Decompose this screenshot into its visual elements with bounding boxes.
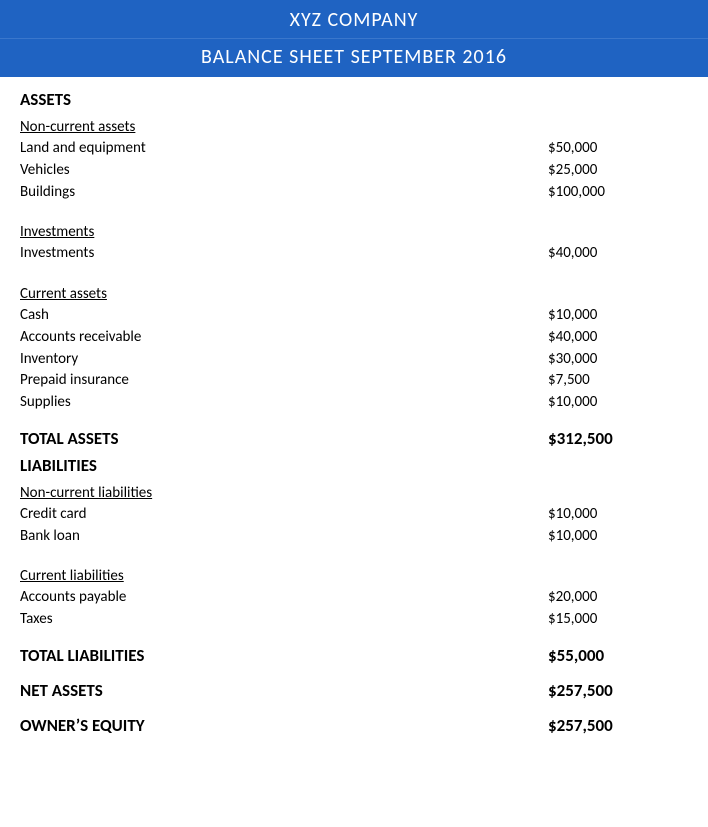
current-assets-heading: Current assets (20, 285, 688, 303)
line-value: $25,000 (548, 160, 688, 182)
total-value: $257,500 (548, 715, 688, 736)
total-label: NET ASSETS (20, 680, 548, 701)
line-value: $10,000 (548, 504, 688, 526)
total-value: $312,500 (548, 428, 688, 449)
table-row: Cash $10,000 (20, 305, 688, 327)
table-row: Inventory $30,000 (20, 349, 688, 371)
non-current-assets-heading: Non-current assets (20, 118, 688, 136)
company-name: XYZ COMPANY (0, 0, 708, 38)
line-value: $7,500 (548, 370, 688, 392)
line-label: Credit card (20, 504, 548, 526)
line-value: $10,000 (548, 526, 688, 548)
table-row: Supplies $10,000 (20, 392, 688, 414)
owners-equity-row: OWNER’S EQUITY $257,500 (20, 715, 688, 736)
table-row: Accounts payable $20,000 (20, 587, 688, 609)
current-liabilities-heading: Current liabilities (20, 567, 688, 585)
line-value: $40,000 (548, 327, 688, 349)
total-assets-row: TOTAL ASSETS $312,500 (20, 428, 688, 449)
table-row: Taxes $15,000 (20, 609, 688, 631)
line-label: Land and equipment (20, 138, 548, 160)
line-value: $30,000 (548, 349, 688, 371)
total-liabilities-row: TOTAL LIABILITIES $55,000 (20, 645, 688, 666)
table-row: Buildings $100,000 (20, 182, 688, 204)
table-row: Bank loan $10,000 (20, 526, 688, 548)
total-label: TOTAL LIABILITIES (20, 645, 548, 666)
line-label: Inventory (20, 349, 548, 371)
table-row: Accounts receivable $40,000 (20, 327, 688, 349)
line-label: Prepaid insurance (20, 370, 548, 392)
line-value: $50,000 (548, 138, 688, 160)
line-value: $40,000 (548, 243, 688, 265)
line-label: Taxes (20, 609, 548, 631)
line-value: $15,000 (548, 609, 688, 631)
line-value: $10,000 (548, 392, 688, 414)
total-value: $55,000 (548, 645, 688, 666)
table-row: Land and equipment $50,000 (20, 138, 688, 160)
line-label: Bank loan (20, 526, 548, 548)
balance-sheet-content: ASSETS Non-current assets Land and equip… (0, 77, 708, 752)
total-label: OWNER’S EQUITY (20, 715, 548, 736)
line-label: Supplies (20, 392, 548, 414)
line-label: Buildings (20, 182, 548, 204)
net-assets-row: NET ASSETS $257,500 (20, 680, 688, 701)
investments-heading: Investments (20, 223, 688, 241)
table-row: Investments $40,000 (20, 243, 688, 265)
total-label: TOTAL ASSETS (20, 428, 548, 449)
line-value: $100,000 (548, 182, 688, 204)
table-row: Credit card $10,000 (20, 504, 688, 526)
table-row: Vehicles $25,000 (20, 160, 688, 182)
line-label: Accounts receivable (20, 327, 548, 349)
line-label: Vehicles (20, 160, 548, 182)
line-value: $20,000 (548, 587, 688, 609)
total-value: $257,500 (548, 680, 688, 701)
sheet-title: BALANCE SHEET SEPTEMBER 2016 (0, 39, 708, 77)
non-current-liabilities-heading: Non-current liabilities (20, 484, 688, 502)
table-row: Prepaid insurance $7,500 (20, 370, 688, 392)
assets-heading: ASSETS (20, 89, 688, 110)
line-value: $10,000 (548, 305, 688, 327)
line-label: Accounts payable (20, 587, 548, 609)
liabilities-heading: LIABILITIES (20, 455, 688, 476)
line-label: Investments (20, 243, 548, 265)
line-label: Cash (20, 305, 548, 327)
header-banner: XYZ COMPANY BALANCE SHEET SEPTEMBER 2016 (0, 0, 708, 77)
